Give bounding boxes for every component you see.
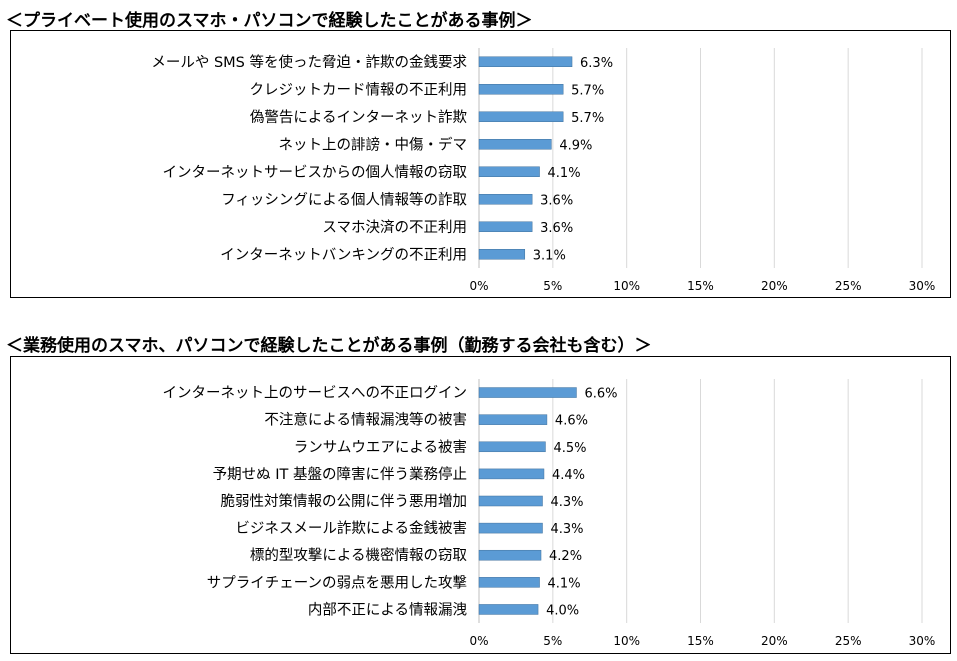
data-label: 4.1% bbox=[548, 166, 581, 181]
bar bbox=[478, 495, 543, 507]
bar bbox=[478, 414, 548, 425]
chart-2-frame: 0% 5% 10% 15% 20% 25% 30% インターネット上のサービスへの不正ログイン… bbox=[10, 356, 951, 654]
data-label: 4.0% bbox=[546, 603, 579, 618]
x-tick-label: 15% bbox=[687, 279, 714, 293]
bar bbox=[478, 387, 577, 398]
category-label: インターネット上のサービスへの不正ログイン bbox=[163, 385, 468, 402]
bar bbox=[478, 468, 545, 480]
bar bbox=[478, 139, 552, 150]
category-label: 内部不正による情報漏洩 bbox=[308, 601, 468, 618]
data-label: 4.6% bbox=[555, 414, 588, 429]
x-tick-label: 5% bbox=[543, 634, 562, 648]
chart-2-svg: 0% 5% 10% 15% 20% 25% 30% インターネット上のサービスへの不正ログイン… bbox=[163, 379, 936, 648]
bar bbox=[478, 166, 540, 177]
chart-1-title: ＜プライベート使用のスマホ・パソコンで経験したことがある事例＞ bbox=[6, 11, 533, 31]
bar bbox=[478, 441, 546, 453]
x-tick-label: 5% bbox=[543, 279, 562, 293]
category-label: 標的型攻撃による機密情報の窃取 bbox=[250, 547, 468, 564]
bar bbox=[478, 577, 540, 588]
bar bbox=[478, 549, 542, 561]
category-label: サプライチェーンの弱点を悪用した攻撃 bbox=[207, 574, 467, 591]
x-tick-label: 10% bbox=[613, 634, 640, 648]
data-label: 3.6% bbox=[540, 193, 573, 208]
category-label: 予期せぬ IT 基盤の障害に伴う業務停止 bbox=[213, 465, 467, 483]
category-label: 不注意による情報漏洩等の被害 bbox=[264, 411, 467, 429]
data-label: 3.6% bbox=[540, 221, 573, 236]
bar bbox=[478, 249, 526, 260]
x-tick-label: 25% bbox=[835, 279, 862, 293]
x-tick-label: 30% bbox=[909, 634, 936, 648]
category-label: 脆弱性対策情報の公開に伴う悪用増加 bbox=[221, 492, 468, 510]
category-label: インターネットサービスからの個人情報の窃取 bbox=[163, 164, 468, 181]
x-tick-label: 15% bbox=[687, 634, 714, 648]
chart-1-svg: 0% 5% 10% 15% 20% 25% 30% メールや SMS 等を使った脅迫・詐欺の金… bbox=[151, 48, 936, 293]
category-label: ランサムウエアによる被害 bbox=[294, 439, 467, 456]
x-tick-label: 30% bbox=[909, 279, 936, 293]
data-label: 4.9% bbox=[559, 138, 592, 153]
bar bbox=[478, 604, 539, 615]
bar bbox=[478, 56, 573, 67]
data-label: 6.6% bbox=[584, 387, 617, 402]
x-tick-label: 0% bbox=[469, 634, 488, 648]
data-label: 4.5% bbox=[553, 441, 586, 456]
data-label: 5.7% bbox=[571, 83, 604, 98]
data-label: 3.1% bbox=[533, 248, 566, 263]
category-label: クレジットカード情報の不正利用 bbox=[250, 81, 468, 98]
bar bbox=[478, 522, 543, 534]
data-label: 4.4% bbox=[552, 468, 585, 483]
x-tick-label: 10% bbox=[613, 279, 640, 293]
bar bbox=[478, 221, 533, 232]
category-label: メールや SMS 等を使った脅迫・詐欺の金銭要求 bbox=[151, 53, 467, 71]
chart-1-frame: 0% 5% 10% 15% 20% 25% 30% メールや SMS 等を使った脅迫・詐欺の金… bbox=[10, 30, 951, 298]
x-tick-label: 20% bbox=[761, 634, 788, 648]
category-label: スマホ決済の不正利用 bbox=[322, 219, 467, 236]
data-label: 4.1% bbox=[548, 576, 581, 591]
data-label: 5.7% bbox=[571, 111, 604, 126]
x-tick-label: 20% bbox=[761, 279, 788, 293]
bar bbox=[478, 111, 564, 122]
x-tick-label: 0% bbox=[469, 279, 488, 293]
data-label: 4.3% bbox=[550, 522, 583, 537]
data-label: 6.3% bbox=[580, 56, 613, 71]
data-label: 4.3% bbox=[550, 495, 583, 510]
x-tick-label: 25% bbox=[835, 634, 862, 648]
category-label: 偽警告によるインターネット詐欺 bbox=[250, 109, 468, 126]
category-label: フィッシングによる個人情報等の詐取 bbox=[221, 190, 467, 208]
bar bbox=[478, 84, 564, 95]
chart-2-title: ＜業務使用のスマホ、パソコンで経験したことがある事例（勤務する会社も含む）＞ bbox=[6, 336, 652, 356]
category-label: ネット上の誹謗・中傷・デマ bbox=[279, 135, 468, 153]
category-label: ビジネスメール詐欺による金銭被害 bbox=[235, 520, 467, 537]
bar bbox=[478, 194, 533, 205]
category-label: インターネットバンキングの不正利用 bbox=[220, 246, 467, 263]
data-label: 4.2% bbox=[549, 549, 582, 564]
